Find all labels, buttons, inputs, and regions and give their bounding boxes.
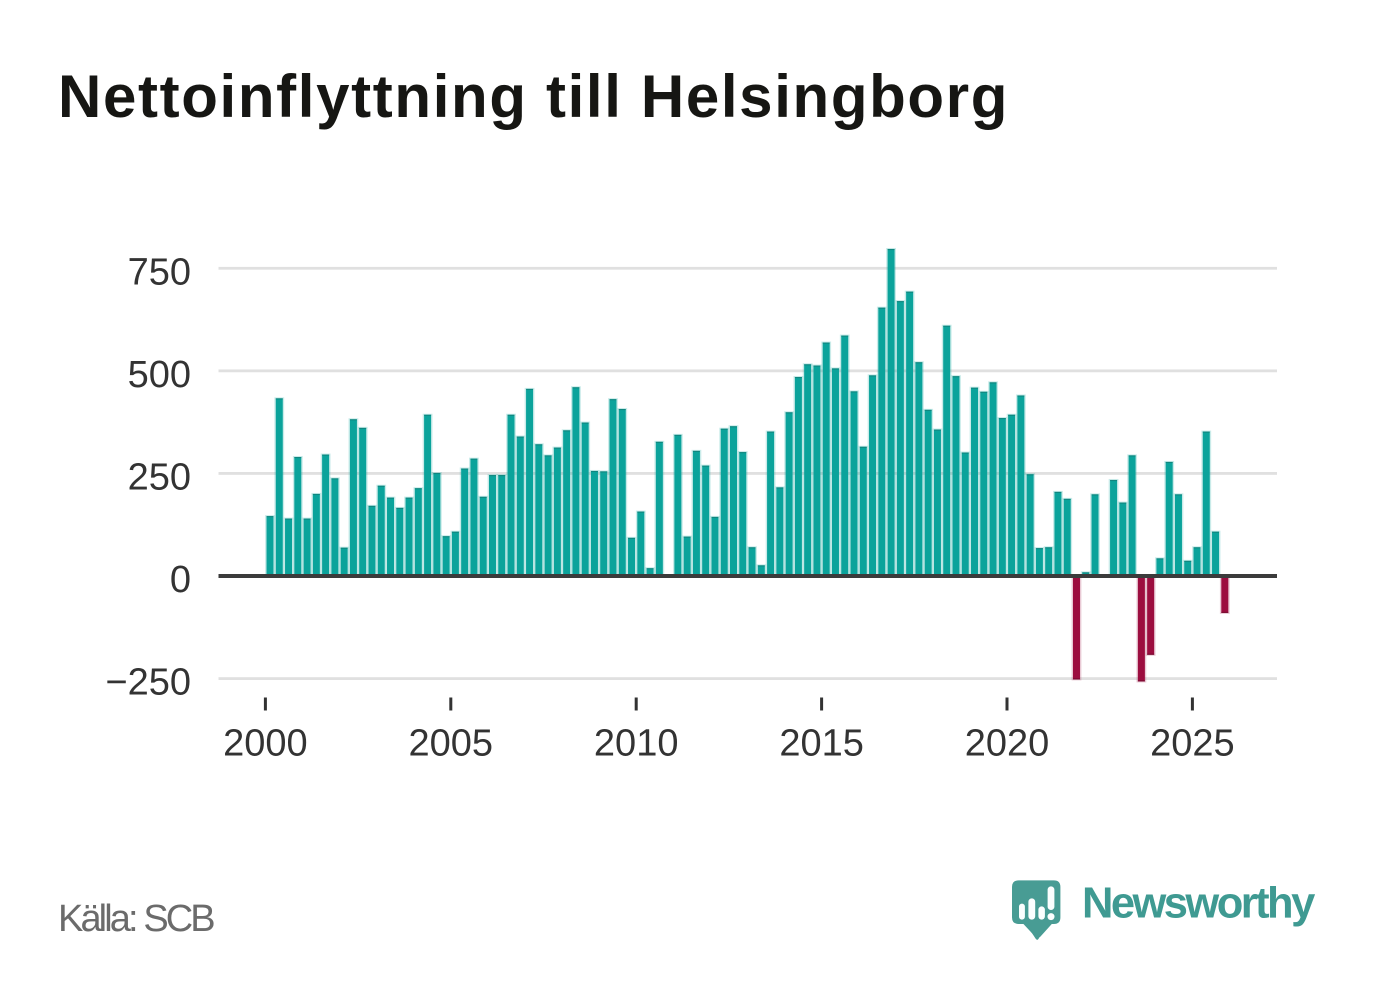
- svg-text:2000: 2000: [223, 723, 308, 765]
- svg-text:0: 0: [170, 559, 191, 601]
- svg-text:−250: −250: [105, 662, 191, 704]
- svg-text:750: 750: [128, 251, 191, 293]
- svg-text:2015: 2015: [779, 723, 864, 765]
- svg-text:2010: 2010: [594, 723, 679, 765]
- svg-text:2020: 2020: [965, 723, 1050, 765]
- svg-text:2025: 2025: [1150, 723, 1235, 765]
- svg-text:500: 500: [128, 354, 191, 396]
- svg-text:2005: 2005: [409, 723, 494, 765]
- svg-text:250: 250: [128, 456, 191, 498]
- svg-text:Newsworthy: Newsworthy: [1082, 879, 1315, 927]
